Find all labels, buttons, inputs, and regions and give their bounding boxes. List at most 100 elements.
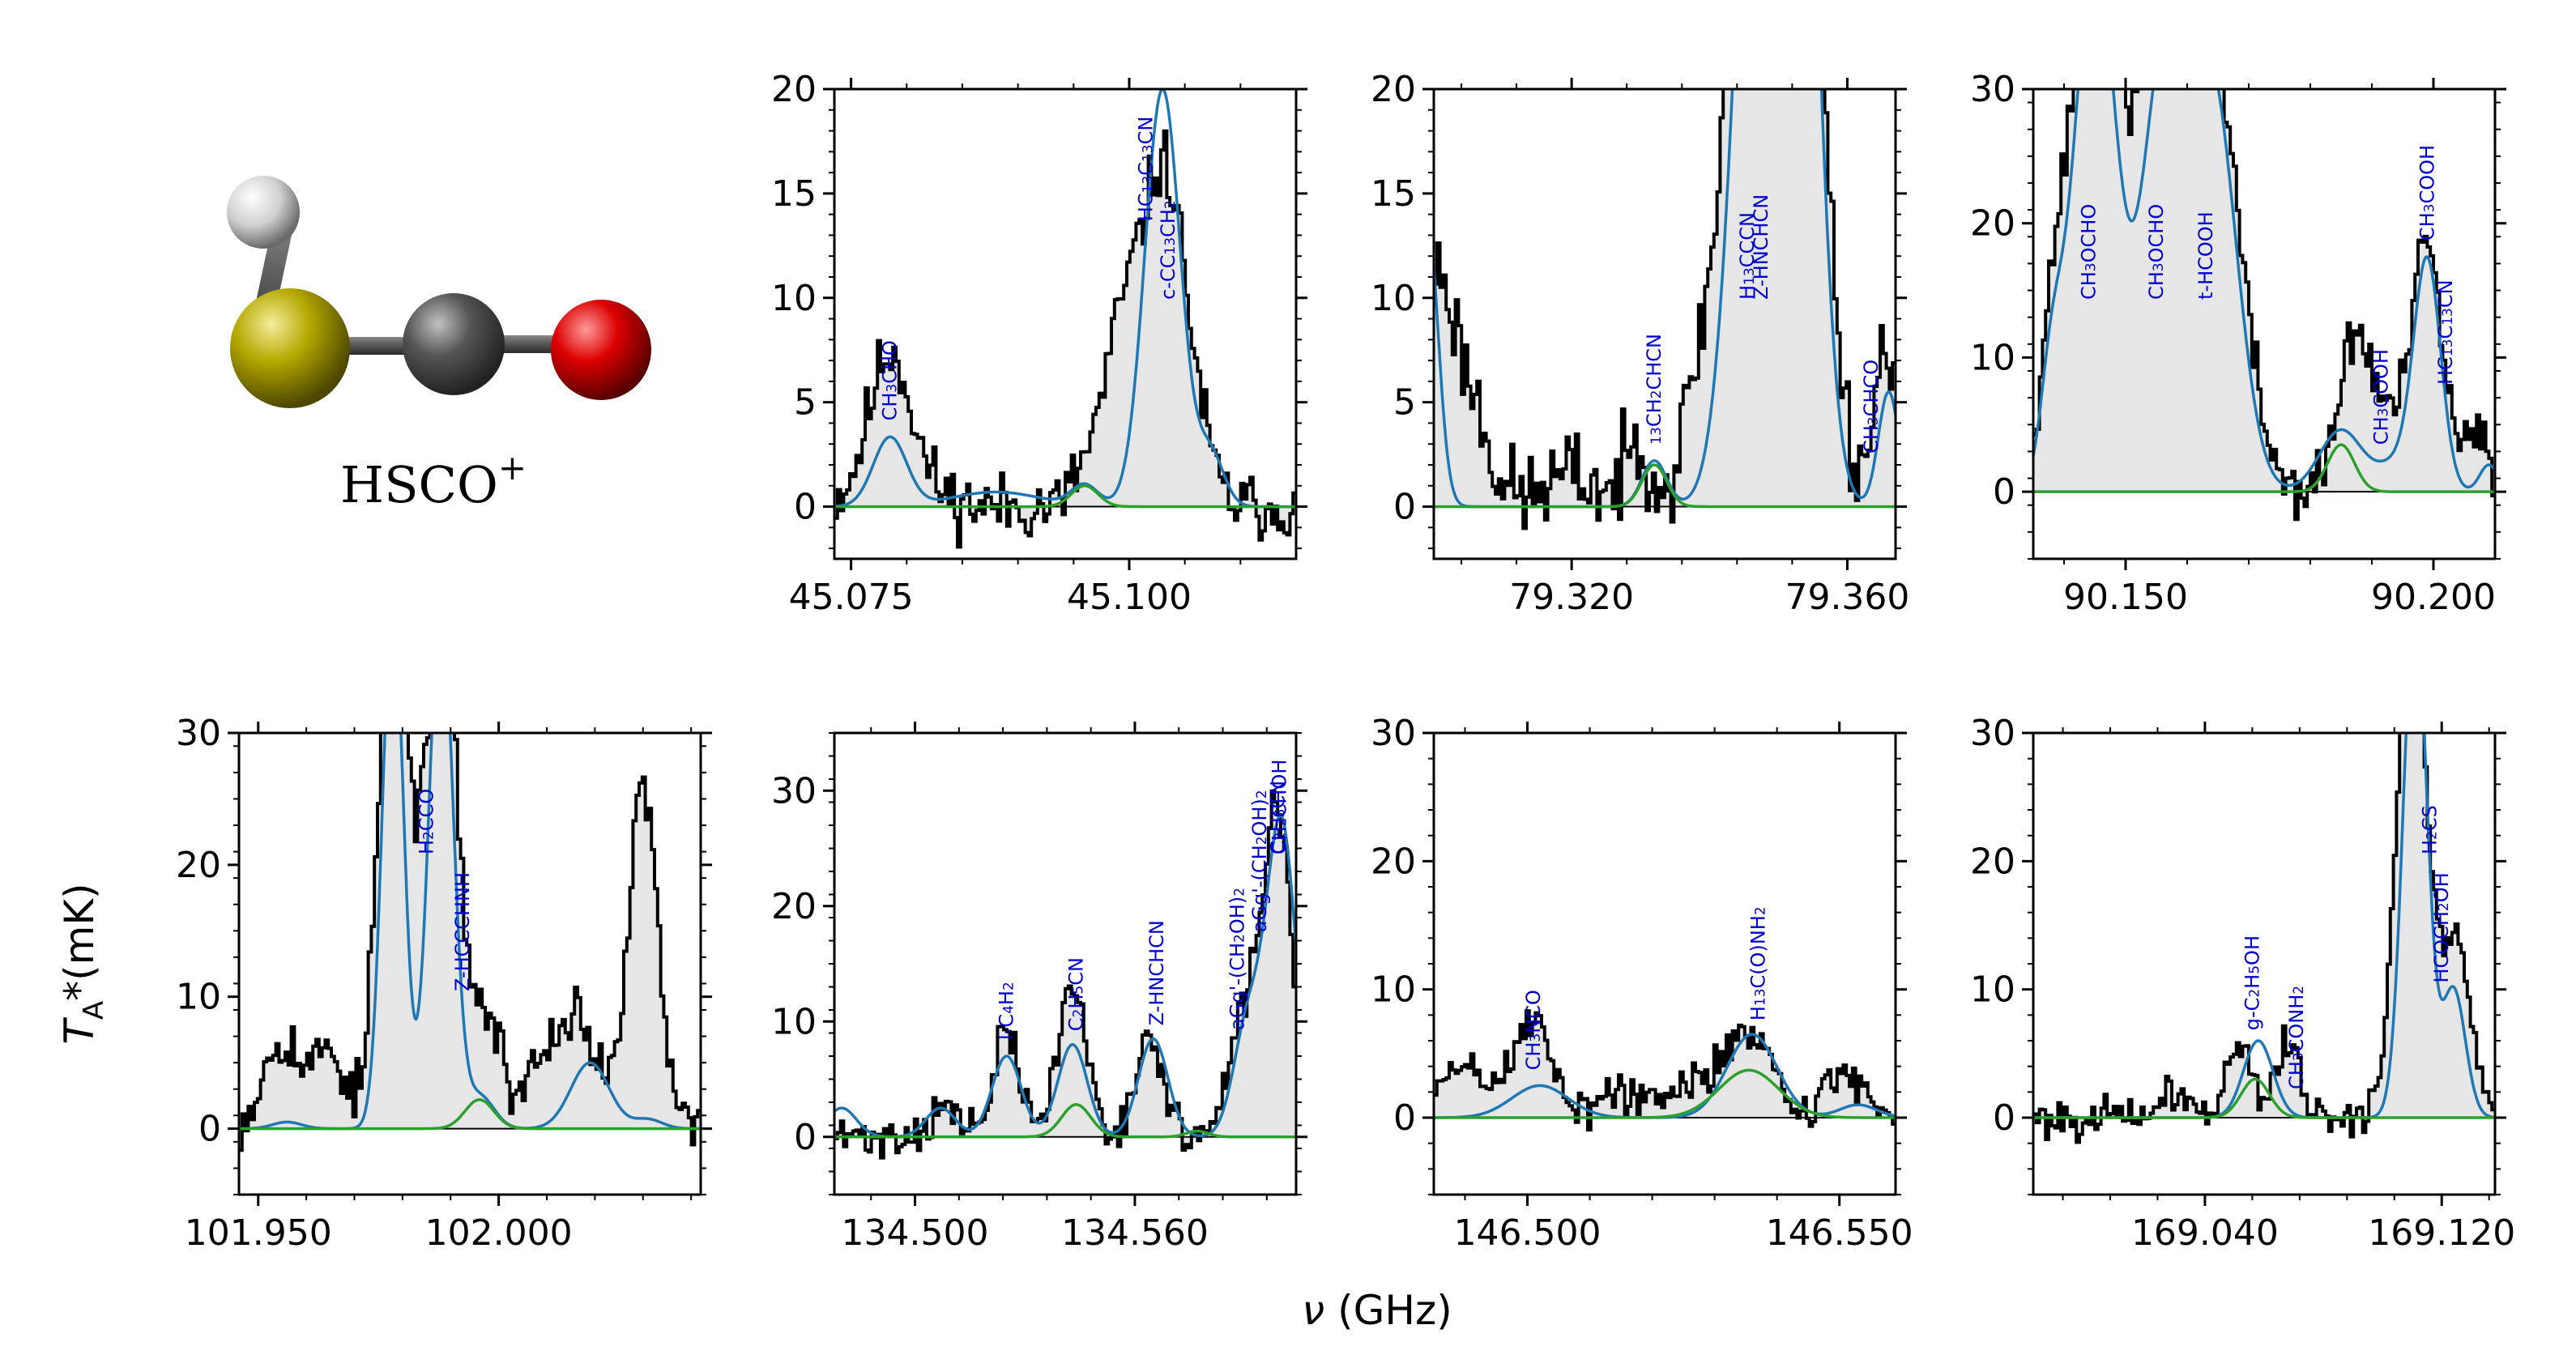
- y-tick-label: 0: [794, 487, 817, 528]
- axes-frame: [1432, 731, 1897, 1196]
- hsco-model-curve: [2033, 443, 2495, 493]
- axes-frame: [833, 87, 1298, 560]
- line-id-label: CH3OCHO: [2077, 204, 2100, 300]
- line-id-label: H13CCCN: [1736, 212, 1759, 300]
- spectrum-panel-4: 0 10 20 30 101.950 102.000 H2CCO Z-HCCCHNH: [176, 713, 712, 1254]
- carbon-atom: [403, 293, 505, 395]
- line-id-label: CH3COOH: [2416, 145, 2438, 241]
- plot-area: [1434, 1009, 1896, 1132]
- y-tick-label: 0: [1393, 1097, 1416, 1139]
- line-id-label: C2H3CN: [1266, 781, 1289, 854]
- y-tick-label: 15: [1371, 173, 1416, 215]
- y-tick-label: 20: [771, 886, 817, 927]
- y-tick-label: 10: [1371, 969, 1416, 1011]
- x-tick-label: 101.950: [185, 1212, 332, 1254]
- y-axis-title: TA*(mK): [56, 883, 110, 1044]
- y-tick-label: 5: [1393, 382, 1416, 424]
- x-tick-label: 102.000: [425, 1212, 573, 1254]
- line-id-label: CH3CHO: [879, 340, 902, 420]
- x-tick-label: 90.150: [2063, 577, 2188, 618]
- y-tick-label: 10: [1371, 278, 1416, 319]
- y-tick-label: 0: [794, 1117, 817, 1158]
- molecule-model: HSCO+: [227, 176, 651, 514]
- x-axis-title: ν (GHz): [1302, 1287, 1452, 1334]
- y-tick-label: 30: [1970, 713, 2015, 754]
- y-tick-label: 10: [176, 977, 221, 1018]
- y-tick-label: 20: [771, 69, 817, 110]
- line-id-label: C2H5CN: [1065, 957, 1088, 1031]
- plot-area: [239, 733, 701, 1152]
- observed-fill: [1434, 1011, 1896, 1131]
- line-id-label: HC13C13CN: [2434, 279, 2457, 385]
- y-tick-label: 10: [771, 278, 817, 319]
- x-tick-label: 45.100: [1067, 577, 1192, 618]
- line-id-label: CH3NCO: [1522, 990, 1545, 1070]
- observed-fill: [2033, 89, 2495, 520]
- line-id-label: g-C2H5OH: [2241, 935, 2263, 1030]
- y-tick-label: 20: [1970, 841, 2015, 882]
- x-tick-label: 169.120: [2368, 1212, 2515, 1254]
- y-tick-label: 20: [1371, 69, 1416, 110]
- spectrum-panel-5: 0 10 20 30 134.500 134.560 l-C4H2 C2H5CN Z-HNCHC…: [771, 722, 1307, 1254]
- y-tick-label: 0: [198, 1109, 221, 1150]
- spectrum-panel-3: 0 10 20 30 90.150 90.200 CH3OCHO CH3OCHO t-HCOOH…: [1970, 69, 2506, 618]
- line-id-label: Z-HNCHCN: [1145, 920, 1168, 1025]
- observed-fill: [2033, 733, 2495, 1143]
- axes-frame: [1432, 87, 1897, 560]
- hsco-model-curve: [1434, 1068, 1896, 1119]
- total-model-curve: [834, 814, 1296, 1139]
- hydrogen-atom: [227, 176, 300, 249]
- line-id-label: Z-HNCHCN: [1750, 194, 1772, 300]
- y-tick-label: 30: [1371, 713, 1416, 754]
- y-tick-label: 0: [1993, 471, 2015, 513]
- line-id-label: CH3OCHO: [2145, 204, 2168, 300]
- y-tick-label: 20: [1371, 841, 1416, 882]
- line-id-label: aGg'-(CH2OH)2: [1226, 888, 1249, 1030]
- x-tick-label: 169.040: [2131, 1212, 2279, 1254]
- x-tick-label: 45.075: [789, 577, 914, 618]
- total-model-curve: [2033, 89, 2495, 489]
- line-id-label: CH3COOH: [2369, 349, 2392, 445]
- plot-area: [834, 89, 1296, 549]
- x-tick-label: 79.360: [1785, 577, 1909, 618]
- line-id-label: aGg'-(CH2OH)2: [1248, 790, 1271, 932]
- hsco-model-curve: [834, 1103, 1296, 1139]
- y-tick-label: 0: [1393, 487, 1416, 528]
- hsco-model-curve: [2033, 1077, 2495, 1119]
- hsco-model-curve: [1434, 463, 1896, 509]
- sulfur-atom: [230, 288, 350, 408]
- y-tick-label: 20: [1970, 203, 2015, 245]
- observed-fill: [239, 733, 701, 1151]
- x-tick-label: 146.500: [1454, 1212, 1601, 1254]
- y-tick-label: 10: [771, 1001, 817, 1042]
- line-id-label: Z-HCCCHNH: [451, 872, 474, 991]
- line-id-label: 13CH2CHCN: [1643, 334, 1665, 445]
- y-tick-label: 0: [1993, 1097, 2015, 1139]
- plot-area: [1434, 89, 1896, 530]
- y-tick-label: 10: [1970, 969, 2015, 1011]
- observed-spectrum: [239, 733, 701, 1152]
- line-id-label: c-CC13CH2: [1157, 200, 1179, 300]
- observed-spectrum: [1434, 89, 1896, 530]
- observed-spectrum: [1434, 1009, 1896, 1132]
- observed-spectrum: [2033, 733, 2495, 1144]
- y-tick-label: 30: [1970, 69, 2015, 110]
- y-tick-label: 30: [771, 770, 817, 812]
- plot-area: [834, 789, 1296, 1160]
- spectrum-panel-2: 0 5 10 15 20 79.320 79.360 13CH2CHCN H13CCCNZ-HN…: [1371, 69, 1909, 618]
- y-tick-label: 30: [176, 713, 221, 754]
- spectrum-panel-1: 0 5 10 15 20 45.075 45.100 CH3CHO HC13C13CNc-CC1…: [771, 69, 1307, 618]
- line-id-label: t-HCOOH: [2194, 211, 2217, 300]
- line-id-label: H2CS: [2419, 805, 2442, 854]
- hsco-model-curve: [834, 484, 1296, 509]
- y-tick-label: 5: [794, 382, 817, 424]
- spectrum-panel-6: 0 10 20 30 146.500 146.550 CH3NCO H13C(O)NH2: [1371, 713, 1913, 1254]
- line-id-label: H2CCO: [416, 789, 438, 854]
- line-id-label: l-C4H2: [996, 982, 1018, 1040]
- y-tick-label: 15: [771, 173, 817, 215]
- plot-area: [2033, 733, 2495, 1144]
- y-tick-label: 10: [1970, 337, 2015, 378]
- line-id-label: HC13C13CN: [1135, 117, 1158, 222]
